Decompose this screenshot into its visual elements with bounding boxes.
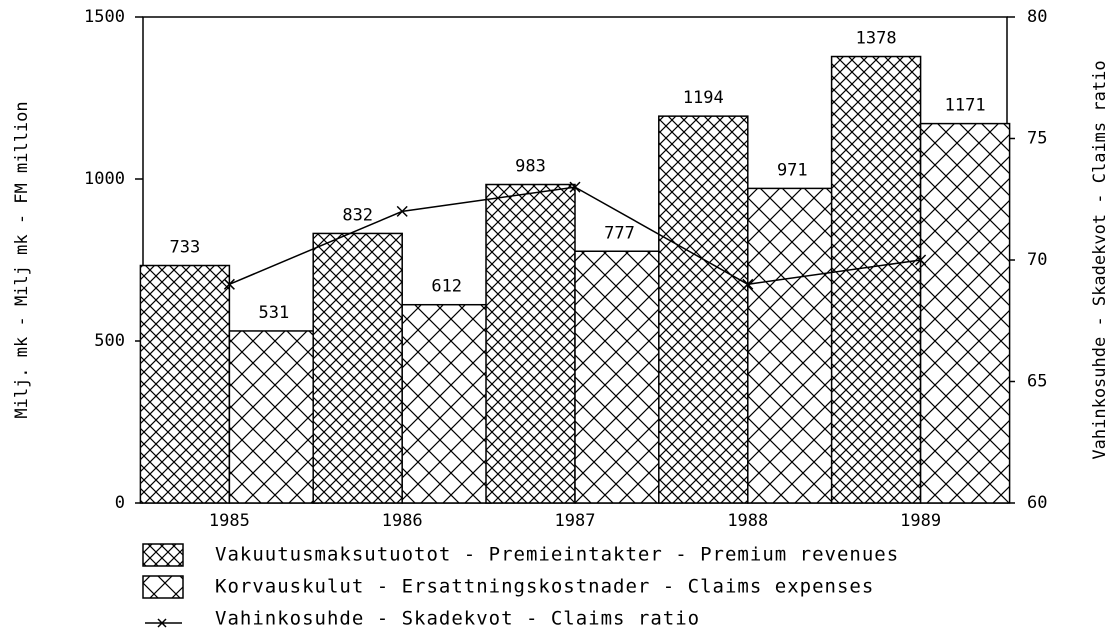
y-axis-label: Milj. mk - Milj mk - FM million [12,101,32,418]
data-label: 832 [342,205,373,225]
data-label: 983 [515,157,546,177]
legend-marker [157,618,167,628]
data-label: 1194 [683,88,724,108]
bar [139,264,231,504]
y-tick-label: 0 [115,493,125,513]
bar [401,303,492,504]
y-tick-label: 1500 [84,7,125,27]
y-tick-label: 500 [94,331,125,351]
legend-swatch [142,543,184,567]
y-tick-label: 1000 [84,169,125,189]
y2-tick-label: 60 [1027,493,1047,513]
legend-label: Korvauskulut - Ersattningskostnader - Cl… [215,576,874,598]
x-tick-label: 1988 [727,511,768,531]
data-label: 971 [777,160,808,180]
bar [228,330,320,504]
data-label: 612 [431,277,462,297]
bar [830,55,922,504]
legend-swatch [142,575,184,599]
bar [574,250,665,504]
line-marker [742,278,754,290]
bar [485,183,576,504]
data-label: 733 [170,238,201,258]
line-marker [915,254,927,266]
data-label: 531 [259,303,290,323]
data-label: 777 [604,223,635,243]
x-tick-label: 1989 [900,511,941,531]
line-marker [396,205,408,217]
x-tick-label: 1986 [382,511,423,531]
y2-tick-label: 70 [1027,250,1047,270]
line-marker [569,181,581,193]
y2-tick-label: 65 [1027,372,1047,392]
line-marker [223,278,235,290]
bar [312,232,403,504]
y2-axis-label: Vahinkosuhde - Skadekvot - Claims ratio [1090,60,1110,459]
bar [658,115,749,504]
bar [919,122,1011,504]
data-label: 1378 [856,29,897,49]
data-label: 1171 [945,96,986,116]
y2-tick-label: 80 [1027,7,1047,27]
bar [747,187,838,504]
x-tick-label: 1987 [555,511,596,531]
legend-label: Vahinkosuhde - Skadekvot - Claims ratio [215,608,700,630]
legend-label: Vakuutusmaksutuotot - Premieintakter - P… [215,544,899,566]
y2-tick-label: 75 [1027,129,1047,149]
x-tick-label: 1985 [209,511,250,531]
